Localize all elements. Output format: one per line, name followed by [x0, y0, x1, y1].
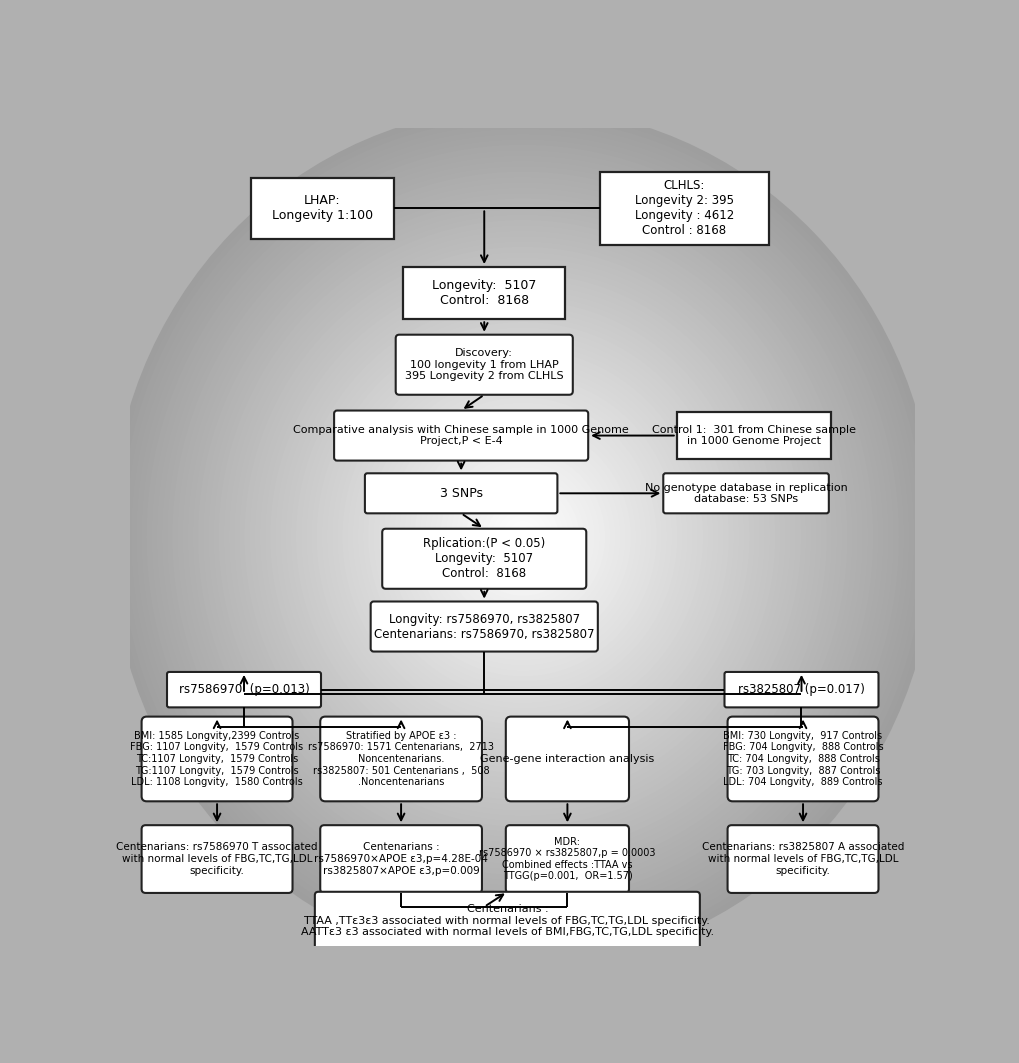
- Ellipse shape: [208, 209, 837, 864]
- Ellipse shape: [172, 171, 872, 902]
- Ellipse shape: [239, 241, 805, 832]
- Text: No genotype database in replication
database: 53 SNPs: No genotype database in replication data…: [644, 483, 847, 504]
- Ellipse shape: [471, 483, 574, 591]
- FancyBboxPatch shape: [505, 716, 629, 802]
- FancyBboxPatch shape: [727, 716, 877, 802]
- Ellipse shape: [223, 225, 821, 848]
- Ellipse shape: [476, 489, 569, 585]
- Text: Longevity:  5107
Control:  8168: Longevity: 5107 Control: 8168: [432, 280, 536, 307]
- FancyBboxPatch shape: [142, 825, 292, 893]
- Text: Rplication:(P < 0.05)
Longevity:  5107
Control:  8168: Rplication:(P < 0.05) Longevity: 5107 Co…: [423, 537, 545, 580]
- Text: Discovery:
100 longevity 1 from LHAP
395 Longevity 2 from CLHLS: Discovery: 100 longevity 1 from LHAP 395…: [405, 348, 564, 382]
- Ellipse shape: [347, 354, 697, 720]
- Ellipse shape: [435, 445, 609, 628]
- FancyBboxPatch shape: [167, 672, 321, 707]
- Text: Control 1:  301 from Chinese sample
in 1000 Genome Project: Control 1: 301 from Chinese sample in 10…: [651, 425, 855, 446]
- Ellipse shape: [306, 311, 739, 762]
- Ellipse shape: [255, 257, 790, 816]
- Ellipse shape: [110, 107, 934, 966]
- Text: BMI: 730 Longvity,  917 Controls
FBG: 704 Longvity,  888 Controls
TC: 704 Longvi: BMI: 730 Longvity, 917 Controls FBG: 704…: [722, 730, 882, 788]
- FancyBboxPatch shape: [334, 410, 588, 460]
- Ellipse shape: [326, 333, 718, 741]
- Text: Centenarians: rs7586970 T associated
with normal levels of FBG,TC,TG,LDL
specifi: Centenarians: rs7586970 T associated wit…: [116, 843, 318, 876]
- Ellipse shape: [301, 306, 744, 767]
- Text: rs7586970  (p=0.013): rs7586970 (p=0.013): [178, 684, 309, 696]
- Ellipse shape: [137, 134, 908, 940]
- Text: Centenarians :
rs7586970×APOE ε3,p=4.28E-04
rs3825807×APOE ε3,p=0.009: Centenarians : rs7586970×APOE ε3,p=4.28E…: [314, 843, 487, 876]
- Ellipse shape: [147, 145, 898, 929]
- Text: Centenarians: rs3825807 A associated
with normal levels of FBG,TC,TG,LDL
specifi: Centenarians: rs3825807 A associated wit…: [701, 843, 903, 876]
- Ellipse shape: [409, 419, 636, 655]
- Ellipse shape: [388, 398, 656, 676]
- Ellipse shape: [363, 370, 682, 704]
- Ellipse shape: [187, 188, 857, 885]
- Ellipse shape: [491, 505, 553, 569]
- Ellipse shape: [445, 456, 599, 618]
- Text: Centenarians :
TTAA ,TTε3ε3 associated with normal levels of FBG,TC,TG,LDL speci: Centenarians : TTAA ,TTε3ε3 associated w…: [301, 904, 713, 938]
- Ellipse shape: [316, 322, 729, 752]
- FancyBboxPatch shape: [403, 267, 565, 319]
- Ellipse shape: [193, 193, 852, 880]
- Ellipse shape: [203, 204, 842, 870]
- Text: CLHLS:
Longevity 2: 395
Longevity : 4612
Control : 8168: CLHLS: Longevity 2: 395 Longevity : 4612…: [634, 180, 734, 237]
- Ellipse shape: [501, 516, 543, 558]
- FancyBboxPatch shape: [599, 172, 768, 244]
- FancyBboxPatch shape: [320, 716, 481, 802]
- Ellipse shape: [368, 375, 677, 698]
- Ellipse shape: [311, 317, 734, 757]
- Ellipse shape: [393, 403, 651, 671]
- Ellipse shape: [424, 435, 621, 639]
- Ellipse shape: [506, 521, 538, 553]
- Ellipse shape: [496, 510, 548, 563]
- Ellipse shape: [213, 215, 832, 859]
- FancyBboxPatch shape: [662, 473, 828, 513]
- Ellipse shape: [440, 451, 604, 623]
- FancyBboxPatch shape: [395, 335, 573, 394]
- Text: rs3825807 (p=0.017): rs3825807 (p=0.017): [738, 684, 864, 696]
- Ellipse shape: [265, 268, 780, 806]
- Ellipse shape: [414, 424, 631, 649]
- Ellipse shape: [486, 500, 558, 574]
- Ellipse shape: [125, 123, 919, 950]
- Ellipse shape: [250, 252, 795, 822]
- Ellipse shape: [290, 296, 754, 778]
- Ellipse shape: [461, 472, 584, 602]
- FancyBboxPatch shape: [370, 602, 597, 652]
- Ellipse shape: [198, 199, 847, 875]
- Ellipse shape: [120, 118, 924, 956]
- Text: Stratified by APOE ε3 :
rs7586970: 1571 Centenarians,  2713
Noncentenarians.
rs3: Stratified by APOE ε3 : rs7586970: 1571 …: [308, 730, 493, 788]
- Ellipse shape: [270, 273, 774, 800]
- Ellipse shape: [260, 263, 785, 811]
- Ellipse shape: [280, 285, 764, 789]
- Ellipse shape: [285, 290, 759, 783]
- Ellipse shape: [152, 150, 893, 924]
- Ellipse shape: [430, 440, 614, 634]
- Ellipse shape: [353, 359, 692, 714]
- Ellipse shape: [182, 182, 862, 892]
- FancyBboxPatch shape: [382, 528, 586, 589]
- FancyBboxPatch shape: [365, 473, 556, 513]
- Text: Gene-gene interaction analysis: Gene-gene interaction analysis: [480, 754, 654, 764]
- Ellipse shape: [177, 176, 867, 897]
- FancyBboxPatch shape: [320, 825, 481, 893]
- Text: BMI: 1585 Longvity,2399 Controls
FBG: 1107 Longvity,  1579 Controls
TC:1107 Long: BMI: 1585 Longvity,2399 Controls FBG: 11…: [130, 730, 304, 788]
- Ellipse shape: [321, 327, 723, 746]
- FancyBboxPatch shape: [727, 825, 877, 893]
- Ellipse shape: [466, 477, 579, 596]
- Ellipse shape: [404, 414, 641, 660]
- Ellipse shape: [296, 301, 749, 773]
- Ellipse shape: [157, 155, 888, 918]
- Ellipse shape: [167, 166, 877, 908]
- Ellipse shape: [234, 236, 810, 838]
- Ellipse shape: [275, 279, 769, 795]
- Ellipse shape: [337, 343, 707, 730]
- Ellipse shape: [455, 467, 589, 607]
- Ellipse shape: [342, 349, 702, 725]
- FancyBboxPatch shape: [505, 825, 629, 893]
- Ellipse shape: [142, 139, 903, 934]
- Text: MDR:
rs7586970 × rs3825807,p = 0.0003
Combined effects :TTAA vs
TTGG(p=0.001,  O: MDR: rs7586970 × rs3825807,p = 0.0003 Co…: [479, 837, 655, 881]
- Ellipse shape: [228, 231, 816, 843]
- Ellipse shape: [130, 129, 914, 945]
- Ellipse shape: [358, 365, 687, 709]
- Text: Comparative analysis with Chinese sample in 1000 Genome
Project,P < E-4: Comparative analysis with Chinese sample…: [293, 425, 629, 446]
